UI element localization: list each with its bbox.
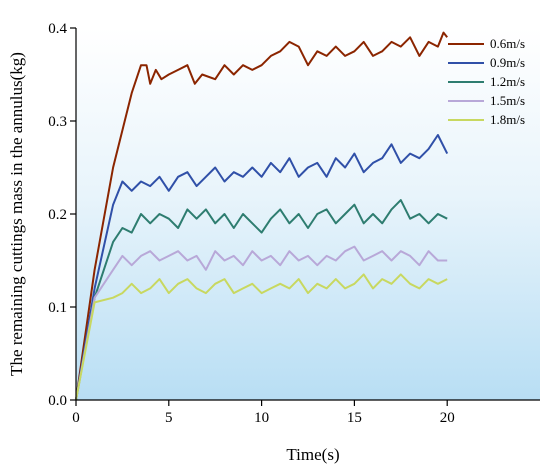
x-tick-label: 5	[165, 410, 173, 426]
legend-label: 1.8m/s	[490, 112, 525, 127]
series-line-1	[75, 31, 448, 401]
y-axis-title: The remaining cuttings mass in the annul…	[7, 52, 26, 376]
plot-background	[76, 28, 540, 400]
x-tick-label: 15	[347, 410, 362, 426]
y-tick-label: 0.1	[48, 300, 67, 316]
legend-label: 1.5m/s	[490, 93, 525, 108]
y-tick-label: 0.3	[48, 114, 67, 130]
series-line-2	[75, 134, 449, 401]
series-line-5	[75, 273, 448, 401]
x-axis-title: Time(s)	[286, 445, 339, 464]
x-tick-label: 20	[440, 410, 455, 426]
series-line-4	[75, 245, 448, 401]
legend: 0.6m/s 0.9m/s 1.2m/s 1.5m/s 1.8m/s	[448, 36, 525, 127]
legend-label: 0.6m/s	[490, 36, 525, 51]
series-layer	[75, 31, 449, 401]
legend-label: 1.2m/s	[490, 74, 525, 89]
series-line-3	[75, 199, 448, 401]
x-tick-label: 0	[72, 410, 80, 426]
ticks: 0 5 10 15 20 0.0 0.1 0.2 0.3 0.4	[48, 21, 454, 426]
x-tick-label: 10	[254, 410, 269, 426]
y-tick-label: 0.4	[48, 21, 67, 37]
legend-label: 0.9m/s	[490, 55, 525, 70]
y-tick-label: 0.2	[48, 207, 67, 223]
y-tick-label: 0.0	[48, 393, 67, 409]
